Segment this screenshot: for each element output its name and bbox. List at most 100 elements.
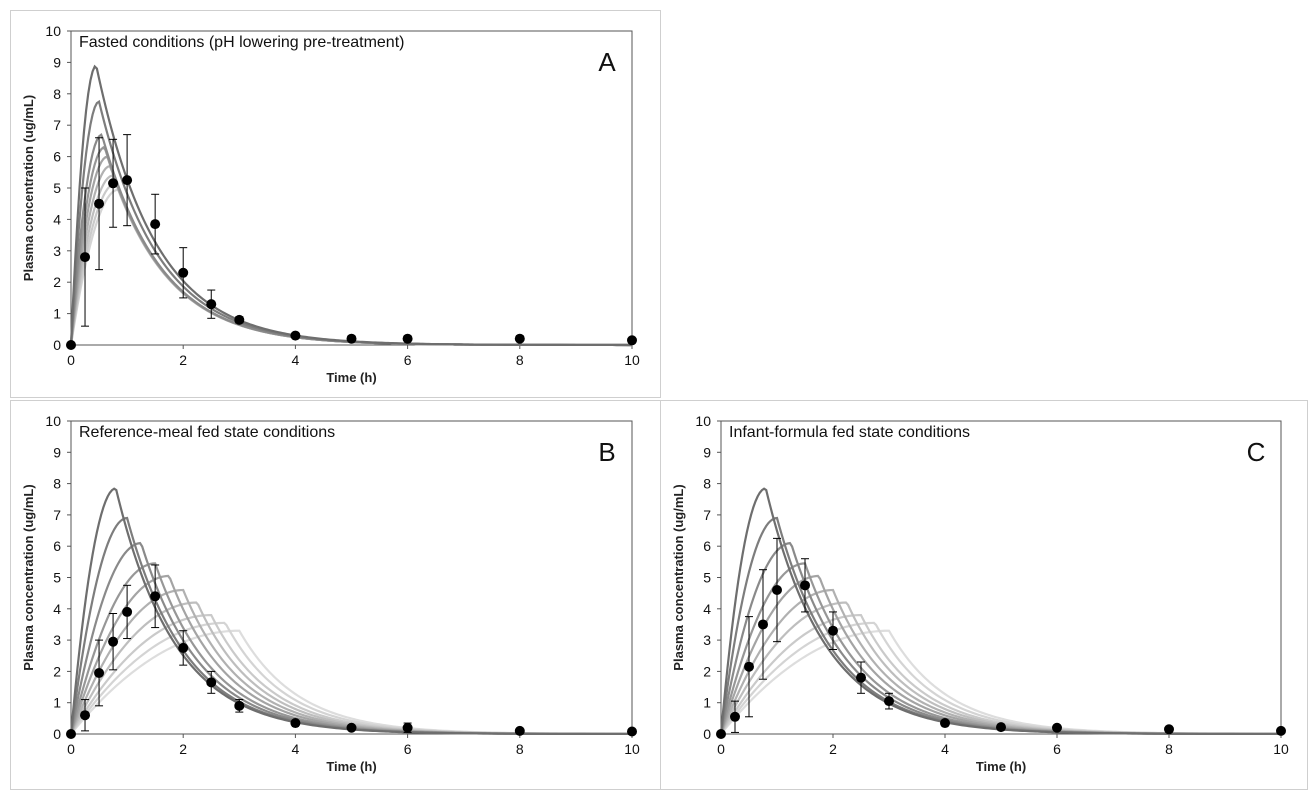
y-tick-label: 2 [703, 663, 711, 679]
y-tick-label: 6 [703, 538, 711, 554]
x-tick-label: 10 [624, 352, 640, 368]
observed-point [744, 661, 754, 672]
x-tick-label: 2 [179, 741, 187, 757]
y-tick-label: 2 [53, 663, 61, 679]
x-tick-label: 8 [516, 741, 524, 757]
y-axis-label: Plasma concentration (ug/mL) [671, 484, 686, 670]
x-tick-label: 0 [67, 352, 75, 368]
observed-point [94, 667, 105, 678]
y-tick-label: 9 [53, 54, 61, 70]
observed-point [402, 333, 413, 344]
x-tick-label: 8 [1165, 741, 1173, 757]
y-tick-label: 1 [53, 306, 61, 322]
x-tick-label: 4 [292, 352, 300, 368]
observed-point [122, 175, 133, 186]
y-tick-label: 8 [53, 86, 61, 102]
observed-point [234, 314, 245, 325]
series-line-sim-9 [70, 621, 633, 735]
observed-point [150, 219, 161, 230]
observed-point [80, 710, 91, 721]
observed-point [940, 718, 950, 729]
observed-point [150, 591, 161, 602]
observed-point [758, 619, 768, 630]
panel-title: Fasted conditions (pH lowering pre-treat… [79, 34, 404, 51]
observed-point [730, 711, 740, 722]
panel-title: Infant-formula fed state conditions [729, 424, 970, 441]
series-line-sim-8 [720, 613, 1281, 735]
series-line-sim-6 [69, 164, 632, 347]
y-tick-label: 8 [703, 476, 711, 492]
observed-point [828, 625, 838, 636]
y-axis-label: Plasma concentration (ug/mL) [21, 95, 36, 281]
chart-a-svg: 0 1 2 3 4 5 6 7 8 9 10 0 2 4 6 8 10 Time (h) Plasma concen… [21, 23, 640, 385]
observed-point [1276, 725, 1286, 736]
chart-b-svg: 0 1 2 3 4 5 6 7 8 9 10 0 2 4 6 8 10 Time (h) Plasma concen… [21, 413, 640, 774]
x-axis-label: Time (h) [326, 370, 376, 385]
y-tick-label: 2 [53, 274, 61, 290]
x-tick-label: 6 [404, 352, 412, 368]
y-tick-label: 9 [703, 444, 711, 460]
x-tick-label: 10 [1273, 741, 1289, 757]
observed-point [856, 672, 866, 683]
observed-point [178, 267, 189, 278]
observed-point [290, 330, 301, 341]
y-tick-label: 4 [53, 211, 61, 227]
observed-point [66, 340, 76, 350]
panel-b-reference-meal: 0 1 2 3 4 5 6 7 8 9 10 0 2 4 6 8 10 Time (h) Plasma concen… [10, 400, 661, 790]
y-tick-label: 3 [703, 632, 711, 648]
y-tick-label: 5 [53, 180, 61, 196]
observed-point [206, 677, 217, 688]
y-tick-label: 4 [703, 601, 711, 617]
y-tick-label: 1 [703, 695, 711, 711]
y-tick-label: 5 [53, 570, 61, 586]
y-tick-label: 3 [53, 243, 61, 259]
panel-letter: B [598, 437, 615, 467]
x-tick-label: 0 [67, 741, 75, 757]
y-tick-label: 0 [703, 726, 711, 742]
panel-a-fasted: 0 1 2 3 4 5 6 7 8 9 10 0 2 4 6 8 10 Time (h) Plasma concen… [10, 10, 661, 398]
y-axis-label: Plasma concentration (ug/mL) [21, 484, 36, 670]
chart-c-svg: 0 1 2 3 4 5 6 7 8 9 10 0 2 4 6 8 10 Time (h) Plasma concen… [671, 413, 1289, 774]
observed-point [122, 606, 133, 617]
y-tick-label: 0 [53, 337, 61, 353]
y-tick-label: 10 [45, 413, 61, 429]
observed-point [290, 718, 301, 729]
observed-point [346, 722, 357, 733]
y-tick-label: 7 [53, 507, 61, 523]
x-tick-label: 2 [829, 741, 837, 757]
y-tick-label: 7 [703, 507, 711, 523]
x-tick-label: 0 [717, 741, 725, 757]
panel-letter: A [598, 47, 616, 77]
series-line-sim-2 [719, 516, 1281, 736]
observed-point [1052, 722, 1062, 733]
x-tick-label: 6 [404, 741, 412, 757]
y-tick-label: 1 [53, 695, 61, 711]
observed-point [996, 722, 1006, 733]
observed-point [1164, 724, 1174, 735]
observed-point [514, 725, 525, 736]
y-tick-label: 10 [45, 23, 61, 39]
observed-point [627, 335, 637, 346]
observed-point [80, 252, 91, 263]
x-tick-label: 8 [516, 352, 524, 368]
panel-letter: C [1247, 437, 1266, 467]
y-tick-label: 5 [703, 570, 711, 586]
x-tick-label: 6 [1053, 741, 1061, 757]
observed-point [627, 726, 637, 737]
x-axis-label: Time (h) [326, 759, 376, 774]
x-tick-label: 2 [179, 352, 187, 368]
series-line-sim-8 [70, 613, 632, 735]
series-line-sim-7 [720, 601, 1282, 736]
observed-point [178, 642, 189, 653]
plot-area [70, 30, 633, 346]
y-tick-label: 6 [53, 149, 61, 165]
y-tick-label: 3 [53, 632, 61, 648]
x-tick-label: 10 [624, 741, 640, 757]
observed-point [716, 729, 726, 739]
observed-point [108, 178, 119, 189]
y-tick-label: 10 [695, 413, 711, 429]
x-tick-label: 4 [292, 741, 300, 757]
panel-c-infant-formula: 0 1 2 3 4 5 6 7 8 9 10 0 2 4 6 8 10 Time (h) Plasma concen… [660, 400, 1308, 790]
y-tick-label: 4 [53, 601, 61, 617]
y-tick-label: 8 [53, 476, 61, 492]
